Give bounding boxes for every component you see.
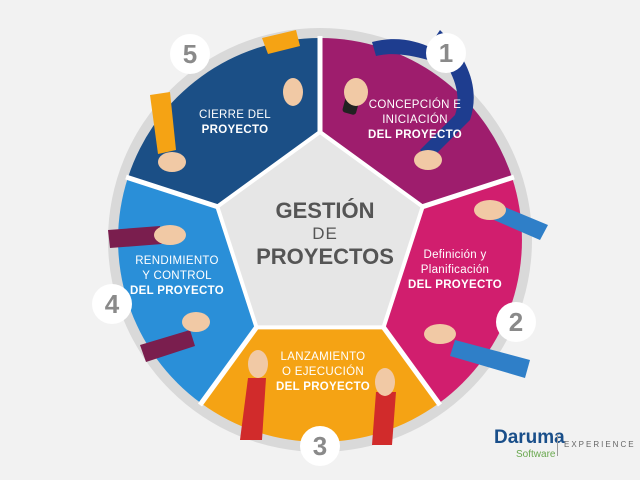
logo-name: Daruma: [494, 427, 565, 448]
hand-2-illustration: [424, 200, 548, 378]
phase-3-label: LANZAMIENTO O EJECUCIÓN DEL PROYECTO: [268, 350, 378, 395]
phase-4-line-2: Y CONTROL: [142, 270, 212, 282]
phase-4-number: 4: [92, 284, 132, 324]
logo-separator: [557, 434, 558, 456]
phase-5-number: 5: [170, 34, 210, 74]
center-title-line-1: GESTIÓN: [275, 198, 375, 223]
phase-5-line-3: PROYECTO: [201, 124, 269, 136]
phase-5-line-1: CIERRE DEL: [198, 109, 272, 121]
logo-tagline: EXPERIENCE: [564, 440, 636, 449]
phase-5-label: CIERRE DEL PROYECTO: [180, 108, 290, 138]
phase-3-line-3: DEL PROYECTO: [276, 381, 370, 393]
phase-3-line-2: O EJECUCIÓN: [282, 366, 364, 378]
phase-1-label: CONCEPCIÓN E INICIACIÓN DEL PROYECTO: [360, 98, 470, 143]
phase-4-line-3: DEL PROYECTO: [130, 285, 224, 297]
phase-2-line-1: Definición y: [423, 249, 487, 261]
logo-sub: Software: [516, 449, 556, 460]
phase-1-line-3: DEL PROYECTO: [368, 129, 462, 141]
phase-2-number: 2: [496, 302, 536, 342]
phase-2-line-2: Planificación: [420, 264, 490, 276]
phase-2-line-3: DEL PROYECTO: [408, 279, 502, 291]
hand-5-illustration: [150, 30, 303, 172]
phase-4-line-1: RENDIMIENTO: [135, 255, 219, 267]
center-pentagon: [214, 129, 426, 330]
hand-3-illustration: [240, 350, 396, 445]
phase-1-line-2: INICIACIÓN: [382, 114, 448, 126]
center-title-line-2: DE: [312, 224, 338, 243]
hand-4-illustration: [108, 225, 210, 362]
daruma-logo: Daruma Software EXPERIENCE: [494, 427, 634, 461]
center-title-line-3: PROYECTOS: [256, 244, 394, 269]
phase-3-line-1: LANZAMIENTO: [280, 351, 366, 363]
phase-1-number: 1: [426, 33, 466, 73]
phase-1-line-1: CONCEPCIÓN E: [368, 99, 462, 111]
phase-3-number: 3: [300, 426, 340, 466]
center-title: GESTIÓN DE PROYECTOS: [230, 198, 420, 270]
phase-4-label: RENDIMIENTO Y CONTROL DEL PROYECTO: [122, 254, 232, 299]
phase-2-label: Definición y Planificación DEL PROYECTO: [400, 248, 510, 293]
